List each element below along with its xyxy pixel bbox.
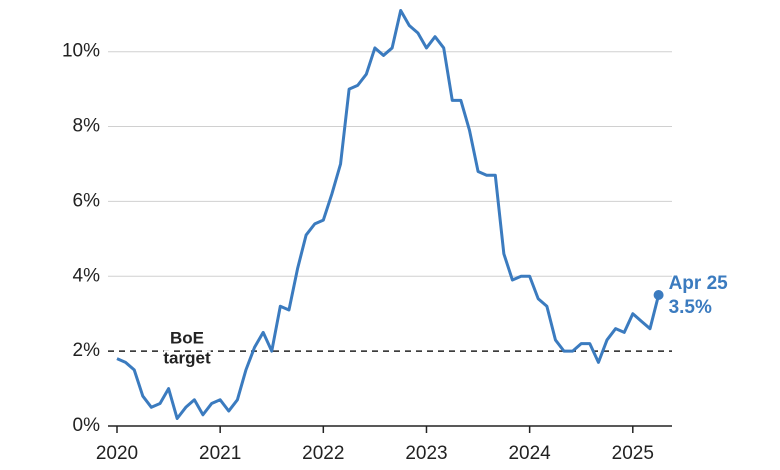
x-tick-label: 2024 [508, 443, 551, 464]
x-tick-label: 2021 [199, 443, 241, 464]
y-tick-label: 0% [73, 415, 101, 436]
x-tick-label: 2025 [612, 443, 654, 464]
annotation: Apr 25 [669, 273, 729, 294]
x-tick-label: 2023 [405, 443, 447, 464]
annotation: 3.5% [669, 297, 712, 318]
y-tick-label: 4% [73, 265, 101, 286]
y-tick-label: 8% [73, 116, 101, 137]
x-tick-label: 2022 [302, 443, 344, 464]
reference-label: target [163, 349, 211, 368]
end-point [653, 289, 664, 300]
y-tick-label: 6% [73, 190, 101, 211]
data-line [116, 9, 661, 421]
reference-label: BoE [170, 329, 204, 348]
y-tick-label: 10% [62, 41, 100, 62]
x-tick-label: 2020 [96, 443, 138, 464]
y-tick-label: 2% [73, 340, 101, 361]
